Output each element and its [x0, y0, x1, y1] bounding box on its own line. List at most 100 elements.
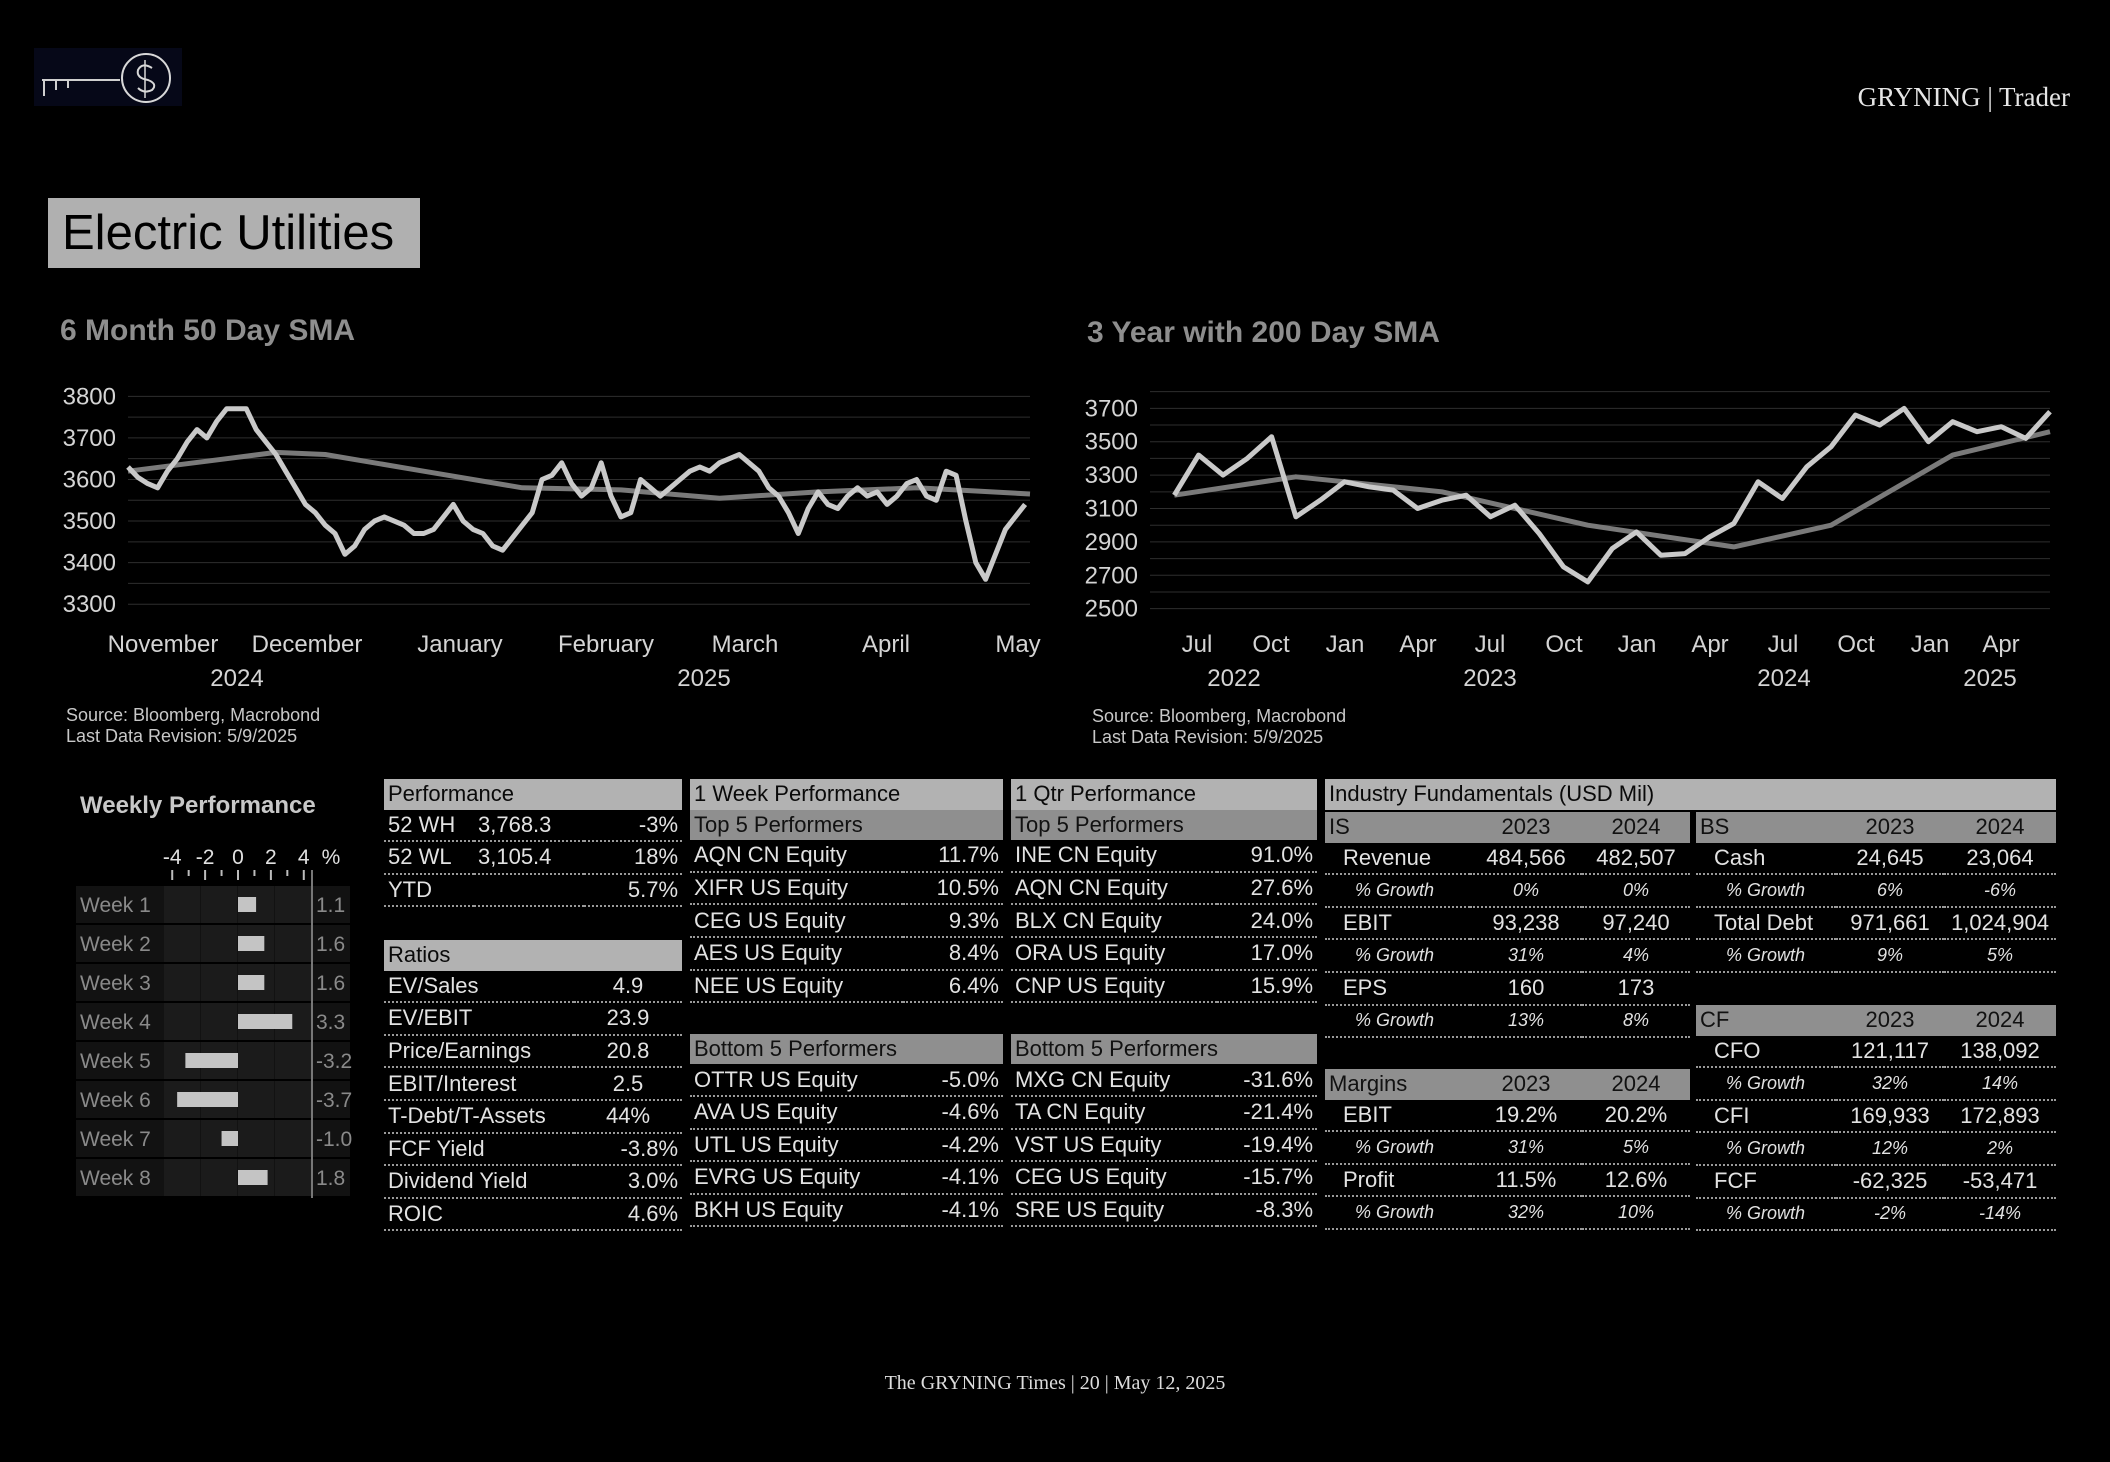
growth-value: 8%: [1582, 1004, 1690, 1039]
table-row: % Growth 32% 10%: [1325, 1196, 1690, 1230]
ticker: NEE US Equity: [690, 969, 903, 1004]
year-header: 2024: [1582, 1069, 1690, 1100]
value-label: 3.3: [316, 1011, 345, 1034]
chart-right-revision-line: Last Data Revision: 5/9/2025: [1092, 727, 1324, 747]
is-header: IS: [1325, 812, 1470, 843]
ratio-label: Price/Earnings: [384, 1034, 574, 1069]
row-cell: [275, 886, 311, 923]
metric-value: -62,325: [1836, 1164, 1944, 1199]
row-cell: [275, 964, 311, 1001]
week-performance-table: 1 Week Performance Top 5 Performers AQN …: [690, 779, 1003, 1228]
x-tick-label: Jan: [1326, 631, 1365, 658]
table-row: EBIT/Interest 2.5: [384, 1067, 683, 1101]
row-value: 3,105.4: [474, 841, 584, 875]
row-cell: [238, 1081, 274, 1118]
x-tick-label: Jul: [1182, 631, 1213, 658]
metric-label: EPS: [1325, 971, 1470, 1006]
row-cell: [164, 1120, 200, 1157]
metric-value: 11.5%: [1470, 1163, 1582, 1198]
table-row: EV/EBIT 23.9: [384, 1002, 683, 1036]
x-tick-label: Jan: [1911, 631, 1950, 658]
growth-value: -6%: [1944, 874, 2056, 908]
unit-label: %: [322, 846, 341, 869]
x-group-label: 2025: [1963, 665, 2016, 692]
ticker: SRE US Equity: [1011, 1193, 1217, 1228]
row-pct: 18%: [584, 841, 683, 875]
category-label: Week 2: [80, 933, 151, 956]
return: -15.7%: [1217, 1161, 1318, 1195]
chart-right-title: 3 Year with 200 Day SMA: [1087, 316, 1440, 349]
category-label: Week 5: [80, 1050, 151, 1073]
table-row: NEE US Equity 6.4%: [690, 969, 1003, 1004]
value-label: -3.2: [316, 1050, 352, 1073]
x-tick-label: Apr: [1399, 631, 1436, 658]
ratio-label: FCF Yield: [384, 1132, 574, 1167]
row-label: 52 WH: [384, 809, 474, 843]
metric-value: 12.6%: [1582, 1163, 1690, 1198]
table-row: AQN CN Equity 11.7%: [690, 840, 1003, 873]
growth-value: 32%: [1470, 1196, 1582, 1230]
metric-label: EBIT: [1325, 1099, 1470, 1133]
growth-value: 9%: [1836, 939, 1944, 973]
table-row: UTL US Equity -4.2%: [690, 1128, 1003, 1163]
section-title: Electric Utilities: [48, 198, 420, 268]
growth-label: % Growth: [1696, 874, 1836, 908]
row-cell: [164, 1159, 200, 1196]
return: -4.6%: [903, 1095, 1003, 1130]
ratio-label: EV/Sales: [384, 970, 574, 1004]
row-cell: [164, 886, 200, 923]
table-row: 52 WL 3,105.4 18%: [384, 841, 683, 875]
y-tick-label: 3700: [63, 425, 116, 452]
ratio-label: T-Debt/T-Assets: [384, 1099, 574, 1134]
table-row: BKH US Equity -4.1%: [690, 1193, 1003, 1228]
year-header: 2023: [1470, 1069, 1582, 1100]
y-tick-label: 3500: [1085, 429, 1138, 456]
row-cell: [201, 1003, 237, 1040]
growth-label: % Growth: [1696, 1132, 1836, 1166]
metric-label: CFO: [1696, 1035, 1836, 1069]
row-cell: [275, 1120, 311, 1157]
metric-value: 484,566: [1470, 842, 1582, 876]
row-cell: [238, 1120, 274, 1157]
weekly-performance-title: Weekly Performance: [80, 792, 316, 819]
row-label: 52 WL: [384, 841, 474, 875]
metric-value: 97,240: [1582, 906, 1690, 941]
performance-header: Performance: [384, 779, 683, 810]
y-tick-label: 3800: [63, 383, 116, 410]
footer: The GRYNING Times | 20 | May 12, 2025: [884, 1372, 1226, 1394]
y-tick-label: 2500: [1085, 596, 1138, 623]
category-label: Week 6: [80, 1089, 151, 1112]
table-row: ROIC 4.6%: [384, 1197, 683, 1232]
ratio-value: 20.8: [574, 1034, 683, 1069]
table-row: EV/Sales 4.9: [384, 970, 683, 1004]
weekly-performance-chart: -4 -2 0 2 4 % Week 1 1.1 Week 2 1.6 Week 3 1.6 Week …: [76, 846, 352, 1198]
growth-label: % Growth: [1325, 1004, 1470, 1039]
ticker: AES US Equity: [690, 936, 903, 971]
table-row: % Growth 31% 4%: [1325, 939, 1690, 973]
chart-right-source-line: Source: Bloomberg, Macrobond: [1092, 706, 1347, 726]
year-header: 2024: [1944, 812, 2056, 843]
y-tick-label: 3100: [1085, 496, 1138, 523]
x-tick-label: December: [252, 631, 363, 658]
margins-header: Margins: [1325, 1069, 1470, 1100]
return: -4.1%: [903, 1193, 1003, 1228]
growth-value: 31%: [1470, 1131, 1582, 1165]
metric-label: Revenue: [1325, 842, 1470, 876]
x-tick-label: 0: [232, 846, 244, 869]
qtr-bottom-header: Bottom 5 Performers: [1011, 1033, 1318, 1065]
return: -31.6%: [1217, 1064, 1318, 1097]
return: 9.3%: [903, 904, 1003, 938]
table-row: 52 WH 3,768.3 -3%: [384, 809, 683, 843]
bar: [238, 975, 265, 990]
return: 10.5%: [903, 871, 1003, 906]
return: 27.6%: [1217, 871, 1318, 906]
ticker: CEG US Equity: [1011, 1161, 1217, 1195]
category-label: Week 1: [80, 894, 151, 917]
growth-value: 6%: [1836, 874, 1944, 908]
x-tick-label: 2: [265, 846, 277, 869]
table-row: EPS 160 173: [1325, 971, 1690, 1006]
row-value: 3,768.3: [474, 809, 584, 843]
row-cell: [164, 925, 200, 962]
ratio-label: EBIT/Interest: [384, 1067, 574, 1101]
price-line: [1172, 405, 2052, 585]
